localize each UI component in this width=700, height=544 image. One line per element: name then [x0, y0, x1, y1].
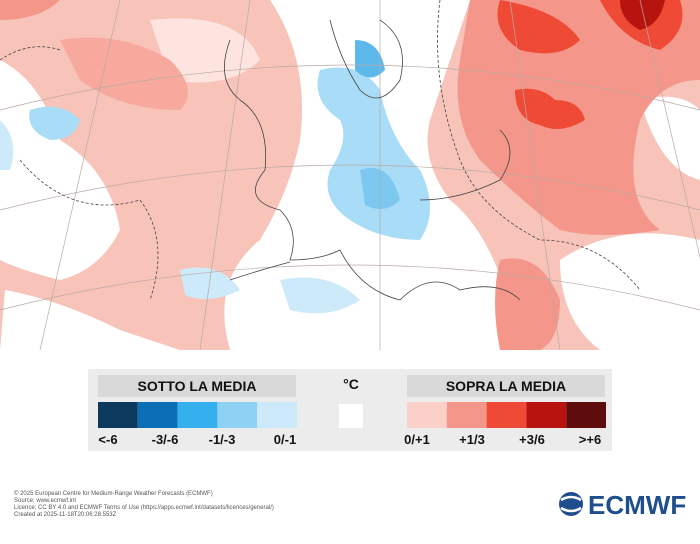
legend-label: <-6 — [98, 432, 117, 447]
legend-label: +1/3 — [459, 432, 485, 447]
legend-label: -3/-6 — [152, 432, 179, 447]
legend-swatch — [257, 402, 297, 428]
footer-line: © 2025 European Centre for Medium-Range … — [14, 490, 213, 497]
map — [0, 0, 700, 351]
footer-line: Created at 2025-11-18T20:06:28.553Z — [14, 512, 117, 518]
legend-swatch — [407, 402, 447, 428]
legend-swatch — [566, 402, 606, 428]
legend-unit: °C — [343, 376, 359, 392]
legend-label: -1/-3 — [209, 432, 236, 447]
legend-label: 0/-1 — [274, 432, 296, 447]
footer: © 2025 European Centre for Medium-Range … — [14, 490, 274, 518]
logo-group: ECMWF — [559, 490, 686, 520]
legend-swatch — [526, 402, 567, 428]
legend-swatch — [98, 402, 138, 428]
legend-swatch — [217, 402, 258, 428]
logo: ECMWF — [588, 490, 686, 520]
legend-swatch — [137, 402, 178, 428]
legend-title: SOTTO LA MEDIA — [138, 378, 257, 394]
legend-swatch — [177, 402, 218, 428]
footer-line: Licence: CC BY 4.0 and ECMWF Terms of Us… — [14, 505, 274, 511]
legend-label: +3/6 — [519, 432, 545, 447]
legend-label: 0/+1 — [404, 432, 430, 447]
legend-swatch — [446, 402, 487, 428]
legend-swatch — [486, 402, 527, 428]
legend-title: SOPRA LA MEDIA — [446, 378, 566, 394]
footer-line: Source: www.ecmwf.int — [14, 498, 76, 504]
legend-label: >+6 — [579, 432, 601, 447]
legend-swatch — [339, 404, 363, 428]
